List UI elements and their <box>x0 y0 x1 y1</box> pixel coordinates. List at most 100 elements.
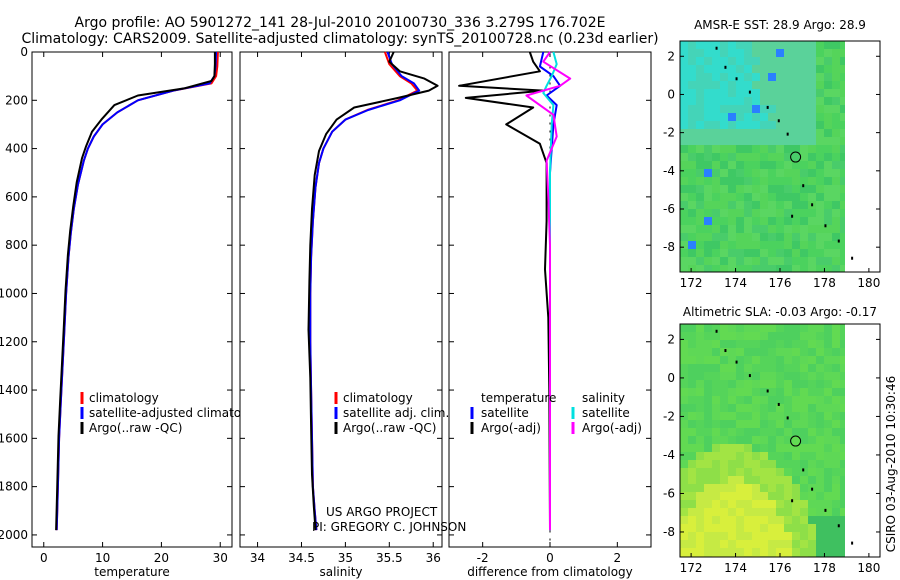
amsre_sst_map-cell <box>832 193 840 201</box>
altimetric_sla_map-cell <box>800 332 808 340</box>
amsre_sst_map-cell <box>704 233 712 241</box>
altimetric_sla_map-cell <box>840 460 845 468</box>
altimetric_sla_map-cell <box>712 420 720 428</box>
altimetric_sla_map-cell <box>704 444 712 452</box>
altimetric_sla_map-cell <box>712 476 720 484</box>
altimetric_sla_map-cell <box>768 524 776 532</box>
altimetric_sla_map-cell <box>840 332 845 340</box>
altimetric_sla_map-cell <box>840 484 845 492</box>
amsre_sst_map-cell <box>768 249 776 257</box>
amsre_sst_map-cell <box>696 137 704 145</box>
altimetric_sla_map-cell <box>824 444 832 452</box>
amsre_sst_map-cell <box>736 201 744 209</box>
amsre_sst_map-cell <box>744 73 752 81</box>
altimetric_sla_map-cell <box>696 380 704 388</box>
amsre_sst_map-cell <box>784 225 792 233</box>
altimetric_sla_map-cell <box>832 364 840 372</box>
altimetric_sla_map-cell <box>704 484 712 492</box>
altimetric_sla_map-cell <box>712 500 720 508</box>
amsre_sst_map-cell <box>808 217 816 225</box>
altimetric_sla_map-cell <box>760 340 768 348</box>
altimetric_sla_map-cell <box>688 492 696 500</box>
altimetric_sla_map-cell <box>816 364 824 372</box>
altimetric_sla_map-cell <box>800 412 808 420</box>
amsre_sst_map-cell <box>680 57 688 65</box>
altimetric_sla_map-cell <box>816 444 824 452</box>
amsre_sst_map-cell <box>800 241 808 249</box>
altimetric_sla_map-cell <box>832 340 840 348</box>
amsre_sst_map-cell <box>832 89 840 97</box>
altimetric_sla_map-cell <box>792 356 800 364</box>
amsre_sst_map-cell <box>744 209 752 217</box>
amsre_sst_map-cell <box>840 225 845 233</box>
amsre_sst_map-cell <box>752 41 760 49</box>
amsre_sst_map-cell <box>696 177 704 185</box>
altimetric_sla_map-cell <box>816 388 824 396</box>
altimetric_sla_map-cell <box>792 540 800 548</box>
amsre_sst_map-cell <box>744 249 752 257</box>
amsre_sst_map-cell <box>768 225 776 233</box>
altimetric_sla_map-cell <box>720 524 728 532</box>
amsre_sst_map-cell <box>712 137 720 145</box>
amsre_sst_map-cell <box>824 193 832 201</box>
amsre_sst_map-cell <box>784 153 792 161</box>
temperature-legend-label: climatology <box>89 391 159 405</box>
amsre_sst_map-cell <box>776 73 784 81</box>
amsre_sst_map-cell <box>688 177 696 185</box>
amsre_sst_map-cell <box>696 57 704 65</box>
altimetric_sla_map-cell <box>720 444 728 452</box>
amsre_sst_map-cell <box>760 97 768 105</box>
amsre_sst_map-cell <box>808 185 816 193</box>
amsre_sst_map-cell <box>744 89 752 97</box>
amsre_sst_map-cell <box>688 265 696 272</box>
amsre_sst_map-cell <box>840 49 845 57</box>
altimetric_sla_map-cell <box>768 444 776 452</box>
amsre_sst_map-cell <box>688 217 696 225</box>
altimetric_sla_map-cell <box>752 476 760 484</box>
altimetric_sla_map-cell <box>840 476 845 484</box>
amsre_sst_map-cell <box>720 257 728 265</box>
altimetric_sla_map-cell <box>800 540 808 548</box>
altimetric_sla_map-cell <box>696 500 704 508</box>
amsre_sst_map-cell <box>800 113 808 121</box>
altimetric_sla_map-cell <box>776 420 784 428</box>
amsre_sst_map-cell <box>736 73 744 81</box>
amsre_sst_map-cell <box>800 185 808 193</box>
amsre_sst_map-ytick-label: -4 <box>663 164 675 178</box>
island-marker <box>724 65 727 69</box>
altimetric_sla_map-cell <box>720 340 728 348</box>
amsre_sst_map-cell <box>824 105 832 113</box>
amsre_sst_map-cell <box>720 201 728 209</box>
amsre_sst_map-cell <box>752 105 760 113</box>
altimetric_sla_map-cell <box>792 532 800 540</box>
amsre_sst_map-cell <box>680 249 688 257</box>
amsre_sst_map-cell <box>704 49 712 57</box>
amsre_sst_map-cell <box>824 73 832 81</box>
amsre_sst_map-cell <box>752 249 760 257</box>
altimetric_sla_map-cell <box>824 476 832 484</box>
amsre_sst_map-cell <box>832 73 840 81</box>
amsre_sst_map-cell <box>776 137 784 145</box>
amsre_sst_map-cell <box>696 201 704 209</box>
altimetric_sla_map-cell <box>760 380 768 388</box>
amsre_sst_map-cell <box>688 73 696 81</box>
amsre_sst_map-cell <box>832 129 840 137</box>
amsre_sst_map-cell <box>696 73 704 81</box>
altimetric_sla_map-cell <box>816 516 824 524</box>
altimetric_sla_map-cell <box>784 484 792 492</box>
amsre_sst_map-cell <box>800 201 808 209</box>
amsre_sst_map-cell <box>720 65 728 73</box>
amsre_sst_map-cell <box>760 41 768 49</box>
altimetric_sla_map-cell <box>696 476 704 484</box>
altimetric_sla_map-cell <box>752 404 760 412</box>
altimetric_sla_map-cell <box>680 404 688 412</box>
altimetric_sla_map-cell <box>704 428 712 436</box>
altimetric_sla_map-cell <box>832 396 840 404</box>
amsre_sst_map-cell <box>784 65 792 73</box>
amsre_sst_map-cell <box>800 57 808 65</box>
altimetric_sla_map-cell <box>696 332 704 340</box>
altimetric_sla_map-cell <box>816 508 824 516</box>
altimetric_sla_map-cell <box>784 548 792 556</box>
amsre_sst_map-cell <box>792 73 800 81</box>
amsre_sst_map-cell <box>712 97 720 105</box>
